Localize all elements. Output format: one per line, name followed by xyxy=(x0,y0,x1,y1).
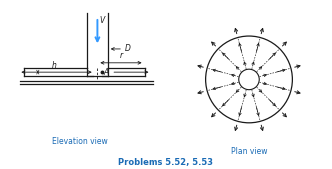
Text: Elevation view: Elevation view xyxy=(51,137,107,146)
Text: Plan view: Plan view xyxy=(231,147,267,156)
Text: A: A xyxy=(104,68,109,77)
Text: h: h xyxy=(51,61,56,70)
Text: Problems 5.52, 5.53: Problems 5.52, 5.53 xyxy=(119,158,213,167)
Text: V: V xyxy=(100,16,105,25)
Text: D: D xyxy=(125,44,131,53)
Text: r: r xyxy=(120,51,123,60)
